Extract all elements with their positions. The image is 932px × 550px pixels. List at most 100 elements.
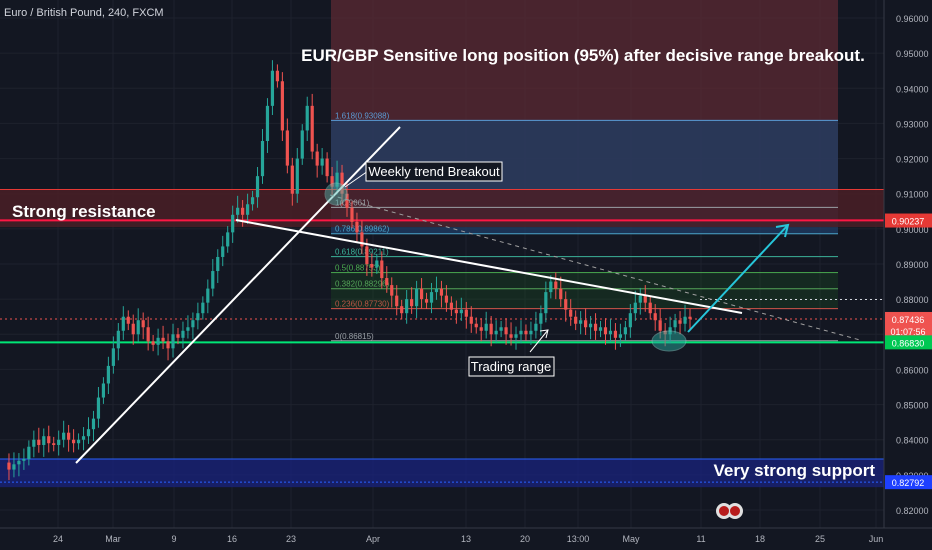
candle-body bbox=[549, 281, 553, 293]
candle-body bbox=[265, 105, 270, 141]
y-tick-label: 0.89000 bbox=[896, 260, 929, 270]
candle-body bbox=[156, 337, 160, 345]
candle-body bbox=[688, 316, 692, 319]
x-tick-label: Mar bbox=[105, 534, 121, 544]
candle-body bbox=[176, 334, 180, 338]
candle-body bbox=[181, 330, 185, 338]
candle-body bbox=[320, 158, 324, 166]
x-tick-label: 25 bbox=[815, 534, 825, 544]
candle-body bbox=[12, 464, 16, 470]
support-label: Very strong support bbox=[713, 461, 875, 480]
y-tick-label: 0.85000 bbox=[896, 401, 929, 411]
candle-body bbox=[42, 436, 46, 445]
candle-body bbox=[141, 320, 145, 328]
candle-body bbox=[579, 320, 583, 324]
trend-breakout-callout[interactable]: Weekly trend Breakout bbox=[365, 161, 503, 182]
y-tick-label: 0.95000 bbox=[896, 49, 929, 59]
candle-body bbox=[400, 306, 404, 314]
price-tag-bg bbox=[885, 475, 932, 490]
price-tag-label: 0.82792 bbox=[892, 478, 925, 488]
candle-body bbox=[618, 334, 623, 338]
candle-body bbox=[464, 309, 468, 317]
candle-body bbox=[136, 320, 140, 335]
candle-body bbox=[206, 288, 210, 303]
candle-body bbox=[161, 337, 165, 342]
range-breakout-marker bbox=[651, 330, 687, 352]
trading-range-box bbox=[468, 356, 555, 377]
candle-body bbox=[469, 316, 473, 324]
fib-level-label: 0.236(0.87730) bbox=[335, 300, 390, 309]
candle-body bbox=[345, 193, 349, 208]
candle-body bbox=[499, 327, 503, 331]
candles[interactable] bbox=[7, 60, 692, 481]
candle-body bbox=[514, 334, 518, 338]
candle-body bbox=[335, 172, 339, 187]
candle-body bbox=[236, 207, 240, 215]
candle-body bbox=[226, 232, 230, 247]
candle-body bbox=[683, 316, 687, 324]
candle-body bbox=[52, 443, 56, 445]
rising-trendline bbox=[75, 126, 401, 464]
candle-body bbox=[454, 309, 458, 314]
trading-range-arrowhead bbox=[539, 329, 549, 339]
candle-body bbox=[365, 246, 369, 264]
x-tick-label: 24 bbox=[53, 534, 63, 544]
candle-body bbox=[57, 439, 61, 445]
price-lines bbox=[0, 298, 884, 344]
y-tick-label: 0.90000 bbox=[896, 225, 929, 235]
fib-level-label: 0.5(0.88753) bbox=[335, 264, 381, 273]
breakout-pointer bbox=[344, 170, 369, 188]
projection-arrowhead bbox=[775, 223, 790, 238]
candle-body bbox=[678, 320, 682, 324]
y-tick-label: 0.86000 bbox=[896, 365, 929, 375]
x-tick-label: May bbox=[622, 534, 640, 544]
candle-body bbox=[414, 288, 419, 307]
candle-body bbox=[106, 365, 110, 384]
candle-body bbox=[81, 436, 86, 440]
candle-body bbox=[330, 176, 334, 187]
events-icon[interactable] bbox=[716, 503, 743, 519]
candle-body bbox=[250, 197, 255, 205]
candle-body bbox=[91, 418, 96, 430]
grid-layer bbox=[0, 0, 884, 528]
candle-body bbox=[593, 323, 598, 331]
candle-body bbox=[27, 446, 31, 460]
zone-layer bbox=[0, 0, 884, 488]
candle-body bbox=[245, 204, 250, 215]
candle-body bbox=[47, 436, 51, 444]
candle-body bbox=[121, 316, 125, 331]
candle-body bbox=[231, 214, 235, 233]
candle-body bbox=[96, 397, 101, 419]
candle-body bbox=[22, 459, 26, 461]
candle-body bbox=[439, 288, 444, 296]
candle-body bbox=[370, 264, 374, 268]
y-tick-label: 0.94000 bbox=[896, 84, 929, 94]
trading-range-callout[interactable]: Trading range bbox=[468, 356, 555, 377]
candle-body bbox=[539, 313, 543, 324]
candle-body bbox=[484, 323, 488, 331]
candle-body bbox=[385, 278, 389, 286]
x-tick-label: 13:00 bbox=[567, 534, 590, 544]
candle-body bbox=[574, 316, 578, 324]
candle-body bbox=[146, 327, 150, 342]
trading-range-arrow bbox=[529, 329, 549, 353]
x-tick-label: 11 bbox=[696, 534, 705, 544]
candle-body bbox=[613, 330, 618, 338]
candle-body bbox=[643, 295, 647, 303]
candle-body bbox=[166, 341, 170, 349]
candle-body bbox=[310, 105, 314, 152]
candle-body bbox=[355, 221, 359, 233]
candle-body bbox=[305, 105, 309, 131]
price-tag-bg bbox=[885, 213, 932, 228]
candle-body bbox=[116, 330, 120, 349]
candle-body bbox=[67, 432, 71, 440]
fib-level-label: 0(0.86815) bbox=[335, 332, 374, 341]
candle-body bbox=[489, 323, 493, 335]
candle-body bbox=[76, 439, 81, 444]
candle-body bbox=[633, 302, 637, 314]
candle-body bbox=[325, 158, 329, 177]
candle-body bbox=[534, 323, 538, 331]
candle-body bbox=[584, 320, 588, 328]
candle-body bbox=[638, 295, 642, 303]
